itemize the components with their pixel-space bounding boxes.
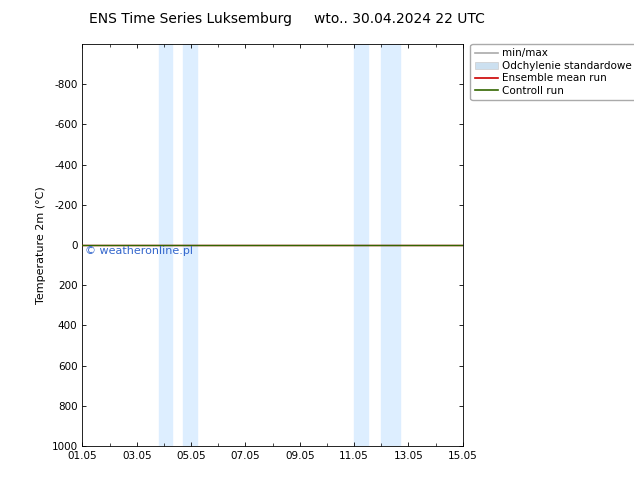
Text: wto.. 30.04.2024 22 UTC: wto.. 30.04.2024 22 UTC — [314, 12, 485, 26]
Bar — [183, 44, 197, 446]
Text: ENS Time Series Luksemburg: ENS Time Series Luksemburg — [89, 12, 292, 26]
Legend: min/max, Odchylenie standardowe, Ensemble mean run, Controll run: min/max, Odchylenie standardowe, Ensembl… — [470, 44, 634, 100]
Bar — [158, 44, 172, 446]
Bar — [354, 44, 368, 446]
Y-axis label: Temperature 2m (°C): Temperature 2m (°C) — [36, 186, 46, 304]
Bar — [381, 44, 400, 446]
Text: © weatheronline.pl: © weatheronline.pl — [85, 246, 193, 256]
